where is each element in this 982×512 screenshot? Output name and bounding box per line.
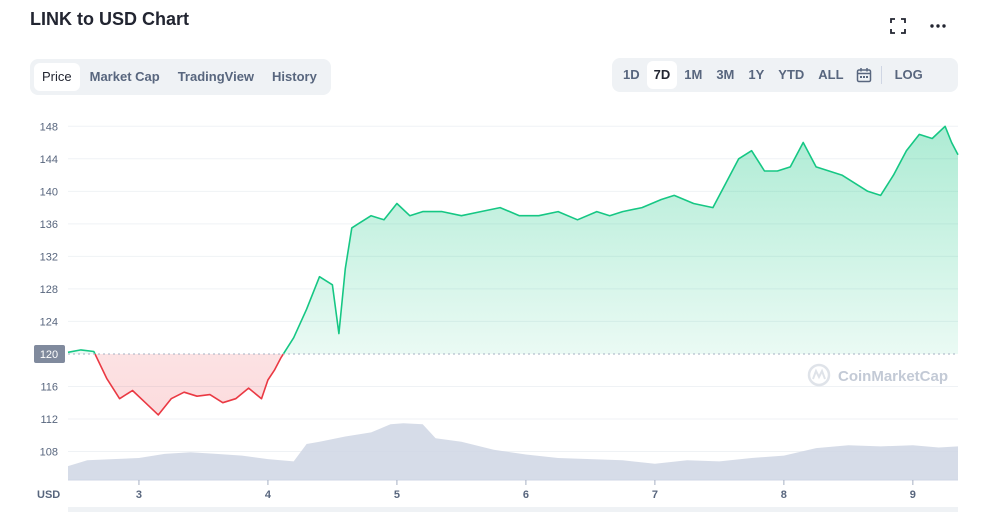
tab-history[interactable]: History	[272, 69, 317, 84]
price-area-down	[94, 353, 284, 415]
log-scale-button[interactable]: LOG	[894, 67, 923, 82]
price-chart[interactable]: 108 112 116 124 128 132 136 140 144 148 120 3 4 5 6 7 8 9…	[0, 100, 982, 512]
range-1m-button[interactable]: 1M	[684, 67, 703, 82]
y-tick-label: 148	[40, 121, 58, 133]
range-1y-button[interactable]: 1Y	[748, 67, 765, 82]
price-area-up	[68, 126, 958, 354]
time-range-bar: 1D 7D 1M 3M 1Y YTD ALL LOG	[612, 58, 958, 92]
currency-label: USD	[37, 489, 60, 501]
x-tick-label: 3	[136, 489, 142, 501]
x-tick-label: 8	[781, 489, 787, 501]
y-tick-label: 136	[40, 219, 58, 231]
range-divider	[880, 66, 882, 84]
range-3m-button[interactable]: 3M	[716, 67, 735, 82]
range-ytd-button[interactable]: YTD	[778, 67, 805, 82]
chart-tab-bar: Price Market Cap TradingView History	[30, 59, 331, 95]
x-tick-label: 4	[265, 489, 272, 501]
y-tick-label: 140	[40, 186, 58, 198]
x-tick-label: 7	[652, 489, 658, 501]
tab-market-cap[interactable]: Market Cap	[89, 69, 160, 84]
range-1d-button[interactable]: 1D	[623, 67, 640, 82]
coinmarketcap-logo	[807, 363, 831, 387]
reference-price-label: 120	[40, 349, 58, 361]
y-tick-label: 116	[40, 381, 58, 393]
calendar-icon[interactable]	[851, 61, 877, 89]
tab-tradingview[interactable]: TradingView	[177, 69, 255, 84]
x-tick-label: 9	[910, 489, 916, 501]
y-tick-label: 132	[40, 251, 58, 263]
watermark-text: CoinMarketCap	[838, 368, 948, 385]
y-tick-label: 112	[40, 414, 58, 426]
x-tick-label: 6	[523, 489, 529, 501]
tab-price[interactable]: Price	[34, 63, 80, 91]
volume-area	[68, 423, 958, 480]
reference-price-badge	[34, 344, 65, 363]
price-line-up	[67, 125, 959, 354]
y-tick-label: 108	[40, 447, 58, 459]
y-tick-label: 128	[40, 284, 58, 296]
range-navigator-strip	[68, 507, 958, 512]
range-7d-button[interactable]: 7D	[646, 61, 678, 89]
more-icon[interactable]	[926, 14, 950, 38]
y-tick-label: 144	[40, 154, 58, 166]
fullscreen-icon[interactable]	[886, 14, 910, 38]
y-tick-label: 124	[40, 316, 58, 328]
range-all-button[interactable]: ALL	[818, 67, 844, 82]
x-tick-label: 5	[394, 489, 400, 501]
page-title: LINK to USD Chart	[30, 9, 189, 29]
price-line-down	[94, 353, 285, 416]
